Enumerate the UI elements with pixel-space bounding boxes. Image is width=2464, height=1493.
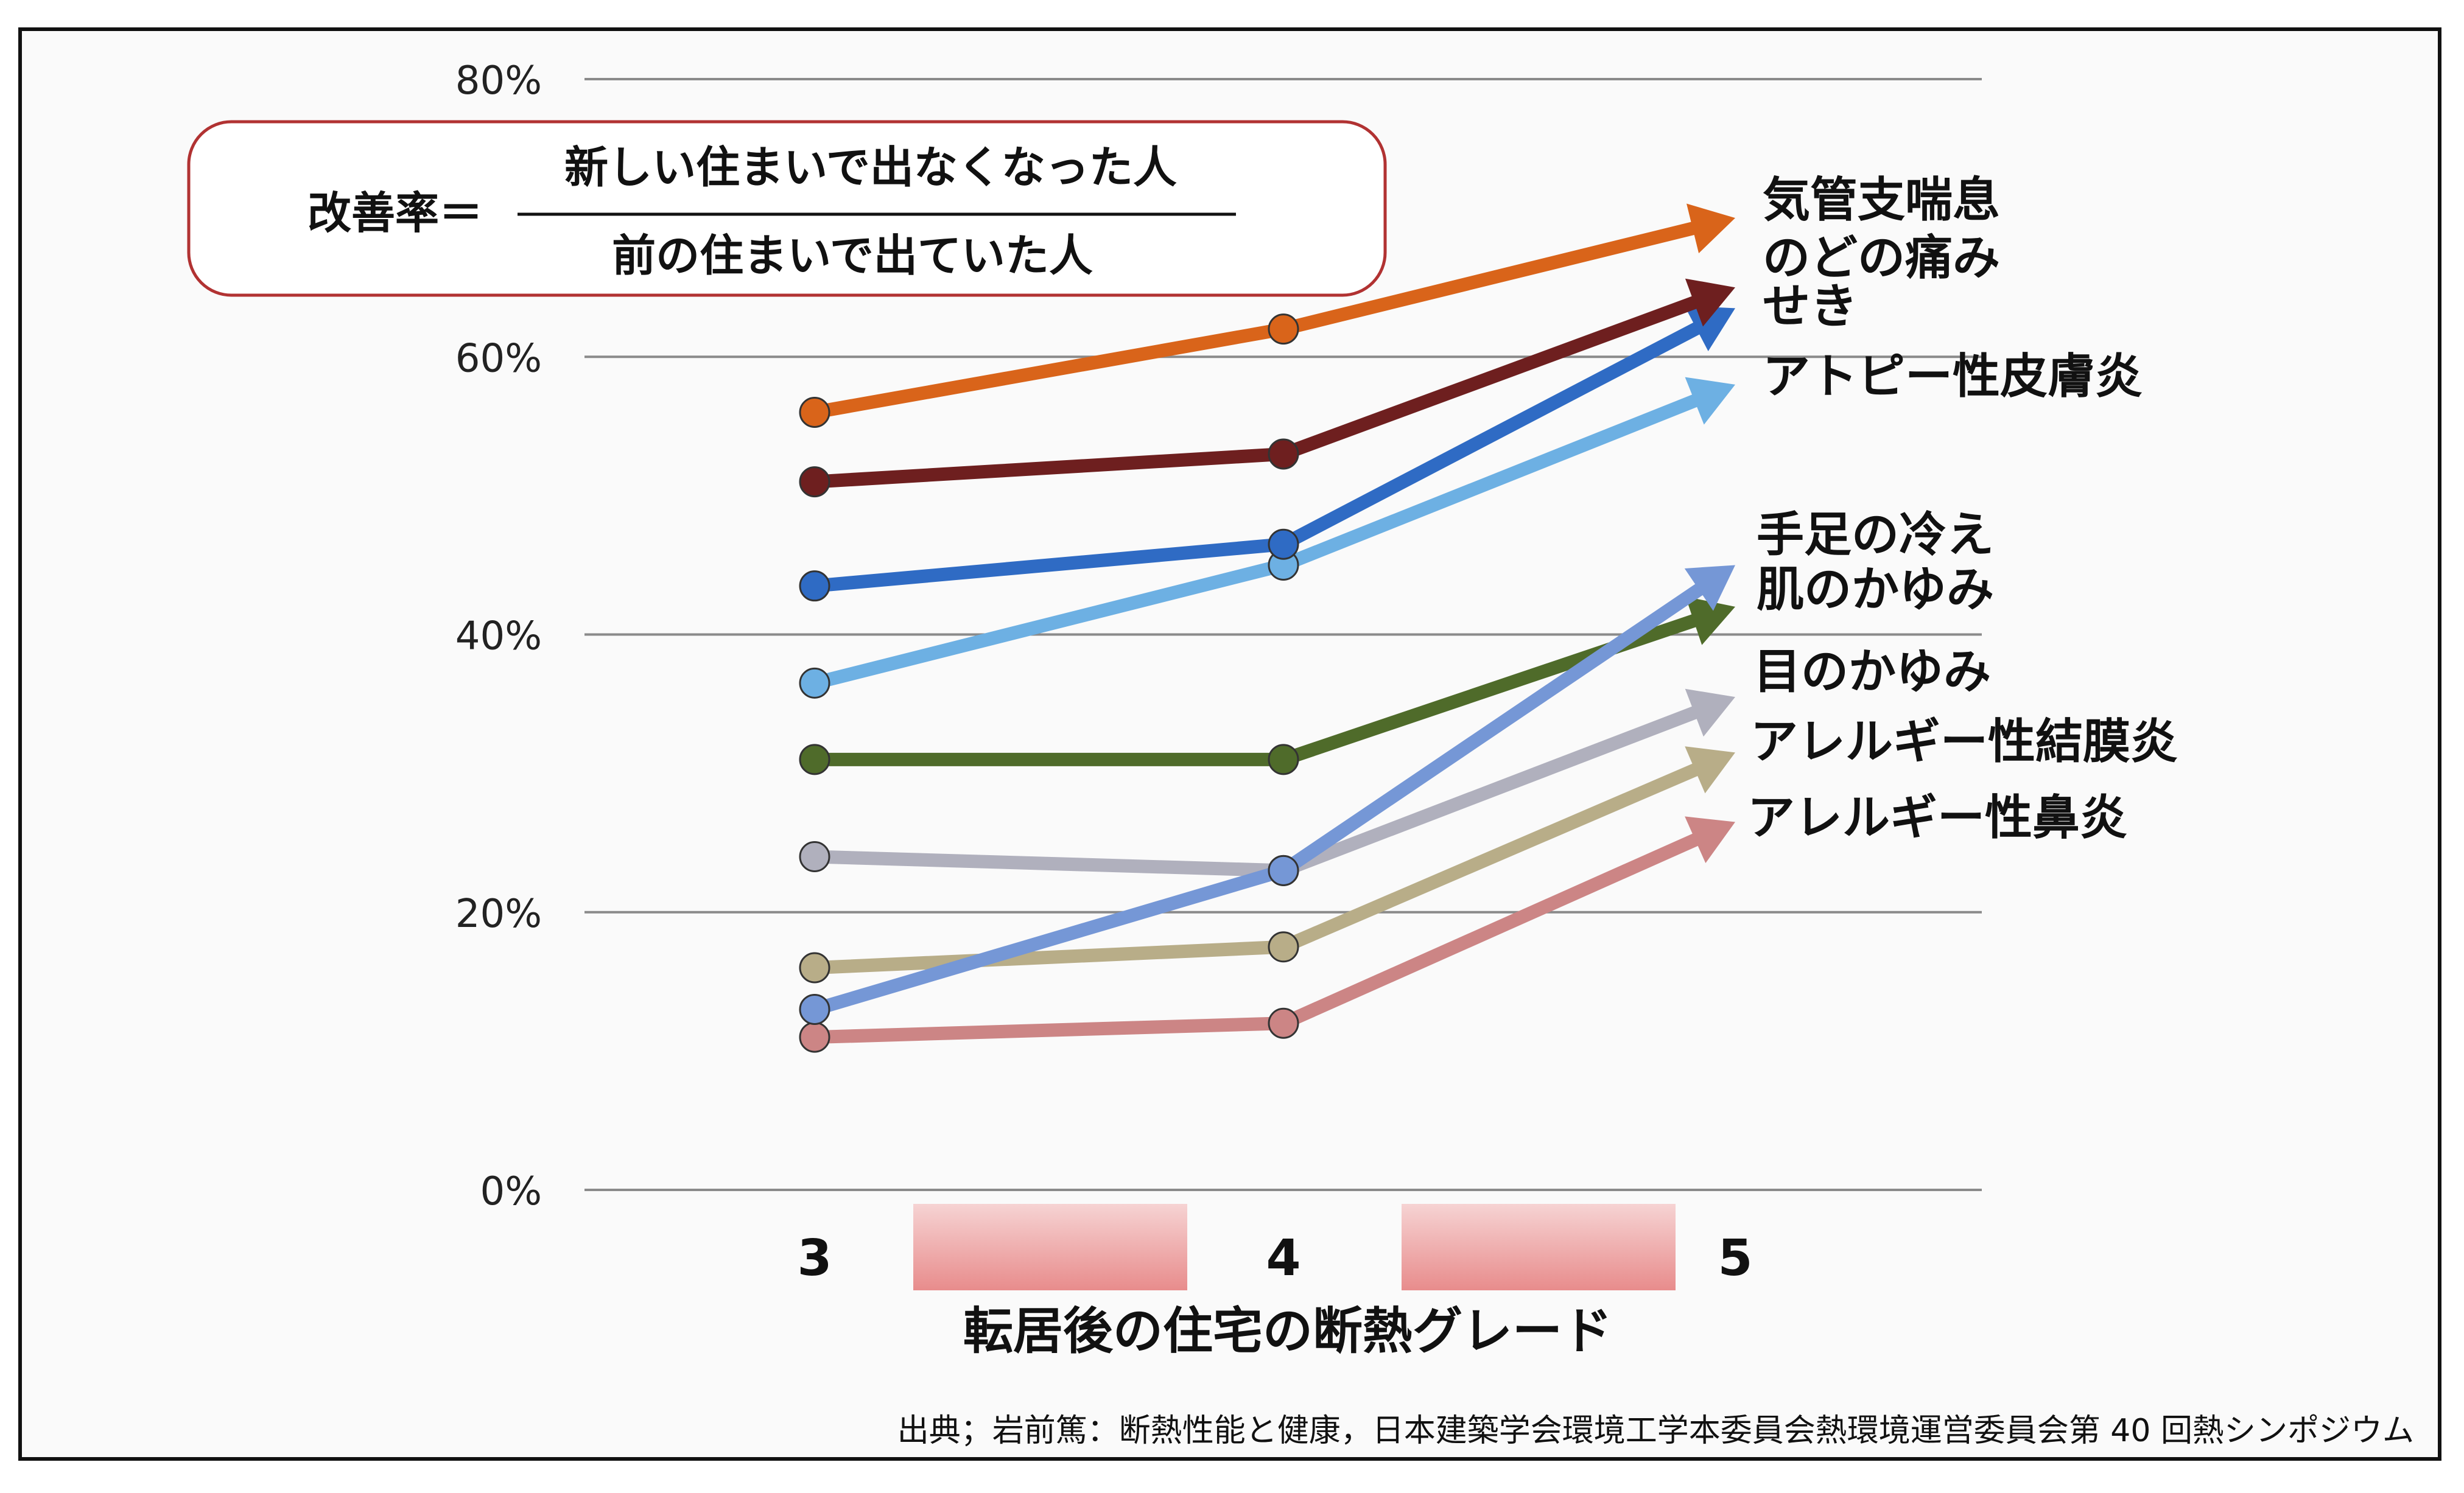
series-point [799, 1021, 830, 1053]
formula-lhs: 改善率＝ [307, 187, 483, 239]
series-group [799, 203, 1735, 1053]
series-arrowhead [1687, 203, 1735, 254]
series-segment [808, 322, 1290, 419]
series-point [1268, 528, 1299, 560]
series-arrowhead [1684, 565, 1735, 611]
series-line [799, 688, 1735, 886]
series-segment [1277, 582, 1706, 878]
series-segment [1277, 296, 1701, 461]
series-line [799, 565, 1735, 1025]
series-label: 手足の冷え [1757, 508, 1994, 562]
series-label: せき [1763, 279, 1858, 334]
series-segment [808, 940, 1290, 974]
series-segment [808, 558, 1290, 690]
series-arrowhead [1685, 377, 1735, 425]
series-label: 気管支喘息 [1763, 173, 2000, 228]
series-segment [808, 1016, 1290, 1044]
series-segment [808, 864, 1290, 1016]
series-line [799, 306, 1735, 602]
series-segment [808, 537, 1290, 593]
series-segment [808, 447, 1290, 489]
y-tick-label: 0% [480, 1169, 542, 1214]
x-tick-label: 4 [1266, 1229, 1300, 1287]
series-label: 目のかゆみ [1753, 645, 1991, 699]
series-label: アレルギー性鼻炎 [1747, 791, 2127, 845]
y-tick-label: 40% [455, 614, 542, 659]
series-point [799, 744, 830, 775]
grade-bands [913, 1204, 1676, 1290]
x-tick-label: 3 [797, 1229, 832, 1287]
y-axis-ticks: 0% 20% 40% 60% 80% [455, 58, 542, 1214]
series-arrowhead [1685, 688, 1735, 737]
y-tick-label: 60% [455, 336, 542, 381]
series-label: アレルギー性結膜炎 [1750, 715, 2178, 769]
series-point [799, 466, 830, 498]
series-point [1268, 313, 1299, 345]
series-point [1268, 438, 1299, 470]
series-arrowhead [1685, 278, 1735, 327]
series-point [799, 993, 830, 1025]
grade-band [1402, 1204, 1676, 1290]
series-segment [1277, 763, 1702, 954]
series-arrowhead [1684, 306, 1735, 351]
formula-denominator: 前の住まいで出ていた人 [612, 230, 1093, 281]
series-point [799, 952, 830, 984]
series-point [799, 397, 830, 428]
source-note: 出典；岩前篤：断熱性能と健康，日本建築学会環境工学本委員会熱環境運営委員会第 4… [897, 1413, 2414, 1449]
y-tick-label: 20% [455, 892, 542, 937]
series-label: のどの痛み [1763, 231, 2000, 285]
series-point [799, 667, 830, 699]
formula-numerator: 新しい住まいで出なくなった人 [564, 142, 1177, 193]
series-line [799, 746, 1735, 984]
series-segment [1277, 705, 1701, 878]
formula-box: 改善率＝ 新しい住まいで出なくなった人 前の住まいで出ていた人 [187, 120, 1387, 297]
y-tick-label: 80% [455, 58, 542, 103]
series-label: アトピー性皮膚炎 [1763, 349, 2143, 404]
series-line [799, 203, 1735, 428]
series-labels: 気管支喘息のどの痛みせきアトピー性皮膚炎手足の冷え肌のかゆみ目のかゆみアレルギー… [1747, 173, 2178, 845]
series-line [799, 278, 1735, 498]
series-point [799, 570, 830, 602]
x-axis-ticks: 3 4 5 [797, 1229, 1752, 1287]
series-arrowhead [1685, 816, 1735, 864]
x-tick-label: 5 [1718, 1229, 1752, 1287]
series-segment [1277, 222, 1700, 336]
series-point [1268, 931, 1299, 963]
series-label: 肌のかゆみ [1757, 562, 1994, 617]
series-arrowhead [1685, 746, 1735, 794]
series-segment [1277, 321, 1704, 551]
series-segment [808, 850, 1290, 878]
x-axis-label: 転居後の住宅の断熱グレード [963, 1302, 1612, 1360]
grade-band [913, 1204, 1187, 1290]
gridlines [584, 78, 1982, 1191]
series-segment [1277, 833, 1702, 1030]
series-line [799, 816, 1735, 1053]
series-point [1268, 744, 1299, 775]
series-point [1268, 855, 1299, 886]
series-segment [1277, 394, 1702, 572]
series-point [1268, 1007, 1299, 1039]
series-point [799, 841, 830, 872]
series-arrowhead [1685, 596, 1735, 645]
